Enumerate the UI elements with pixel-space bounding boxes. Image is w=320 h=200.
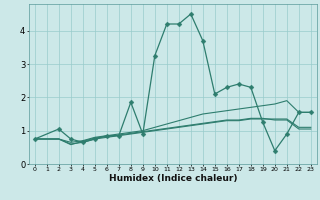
X-axis label: Humidex (Indice chaleur): Humidex (Indice chaleur) — [108, 174, 237, 183]
